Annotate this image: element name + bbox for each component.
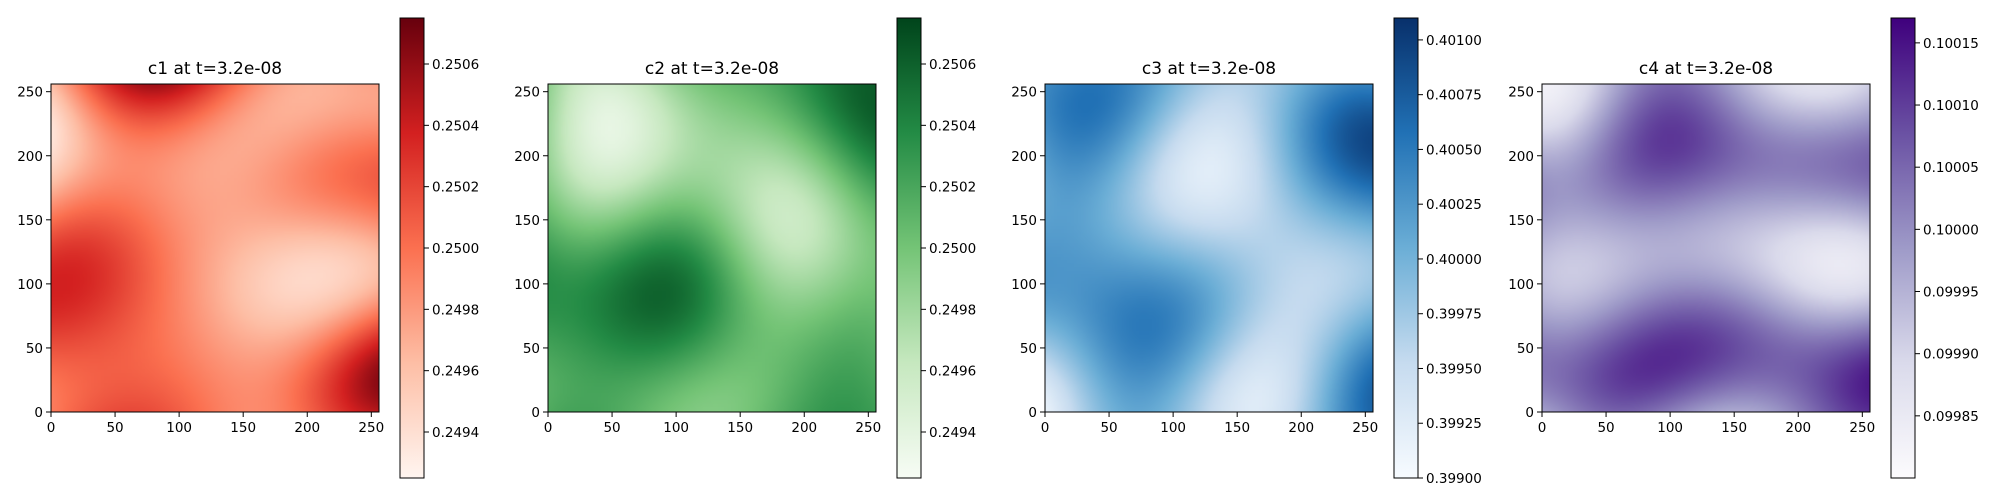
- x-tick-label: 50: [603, 420, 620, 436]
- x-tick-label: 150: [230, 420, 256, 436]
- x-tick-label: 0: [544, 420, 553, 436]
- colorbar-tick-label: 0.10005: [1923, 160, 1979, 176]
- heatmap-image: [51, 84, 379, 412]
- colorbar-tick-label: 0.39950: [1426, 361, 1482, 377]
- x-tick-label: 50: [1100, 420, 1117, 436]
- colorbar-tick-label: 0.10000: [1923, 222, 1979, 238]
- x-tick-label: 0: [1041, 420, 1050, 436]
- x-tick-label: 150: [1224, 420, 1250, 436]
- colorbar-tick-label: 0.39925: [1426, 416, 1482, 432]
- y-tick-label: 50: [523, 341, 540, 357]
- x-tick-label: 0: [1538, 420, 1547, 436]
- x-tick-label: 50: [106, 420, 123, 436]
- colorbar-tick-label: 0.40100: [1426, 33, 1482, 49]
- y-tick-label: 50: [1517, 341, 1534, 357]
- colorbar-tick-label: 0.39975: [1426, 307, 1482, 323]
- subplot-4: c4 at t=3.2e-08 0 50 100 150 200 250 0 50 100 150 2…: [1508, 18, 1979, 478]
- subplot-2: c2 at t=3.2e-08 0 50 100 150 200 250 0 50 100 150 2…: [514, 18, 976, 478]
- y-tick-label: 250: [1508, 85, 1534, 101]
- x-tick-label: 250: [855, 420, 881, 436]
- colorbar-tick-label: 0.2504: [929, 118, 976, 134]
- subplot-title: c3 at t=3.2e-08: [1142, 59, 1276, 79]
- x-tick-label: 100: [166, 420, 192, 436]
- colorbar-tick-label: 0.2504: [432, 118, 479, 134]
- colorbar-tick-label: 0.2494: [432, 425, 479, 441]
- colorbar-tick-label: 0.09990: [1923, 347, 1979, 363]
- x-tick-label: 100: [1160, 420, 1186, 436]
- colorbar-tick-label: 0.09995: [1923, 285, 1979, 301]
- y-tick-label: 200: [514, 149, 540, 165]
- colorbar-tick-label: 0.2506: [432, 57, 479, 73]
- x-tick-label: 250: [1352, 420, 1378, 436]
- y-tick-label: 0: [1525, 405, 1534, 421]
- colorbar: [400, 18, 424, 478]
- colorbar-tick-label: 0.2502: [929, 180, 976, 196]
- heatmap-image: [1542, 84, 1870, 412]
- colorbar-tick-label: 0.2506: [929, 57, 976, 73]
- colorbar-tick-label: 0.40000: [1426, 252, 1482, 268]
- colorbar-tick-label: 0.2496: [929, 364, 976, 380]
- colorbar-tick-label: 0.2496: [432, 364, 479, 380]
- subplot-title: c1 at t=3.2e-08: [148, 59, 282, 79]
- y-tick-label: 200: [17, 149, 43, 165]
- y-tick-label: 0: [1028, 405, 1037, 421]
- x-tick-label: 50: [1597, 420, 1614, 436]
- colorbar-tick-label: 0.2502: [432, 180, 479, 196]
- subplot-3: c3 at t=3.2e-08 0 50 100 150 200 250 0 50 100 150 2…: [1011, 18, 1482, 487]
- colorbar: [1394, 18, 1418, 478]
- subplot-1: c1 at t=3.2e-08 0 50 100 150 200 250 0 50 100 150 2…: [17, 18, 479, 478]
- y-tick-label: 100: [17, 277, 43, 293]
- y-tick-label: 100: [1508, 277, 1534, 293]
- x-tick-label: 100: [663, 420, 689, 436]
- x-tick-label: 250: [1849, 420, 1875, 436]
- y-tick-label: 250: [17, 85, 43, 101]
- colorbar-tick-label: 0.40025: [1426, 197, 1482, 213]
- colorbar-tick-label: 0.2494: [929, 425, 976, 441]
- colorbar-tick-label: 0.39900: [1426, 471, 1482, 487]
- y-tick-label: 0: [531, 405, 540, 421]
- subplot-title: c2 at t=3.2e-08: [645, 59, 779, 79]
- colorbar-tick-label: 0.40075: [1426, 88, 1482, 104]
- y-tick-label: 100: [514, 277, 540, 293]
- colorbar: [1891, 18, 1915, 478]
- heatmap-image: [548, 84, 876, 412]
- y-tick-label: 250: [514, 85, 540, 101]
- colorbar-tick-label: 0.10015: [1923, 36, 1979, 52]
- x-tick-label: 0: [47, 420, 56, 436]
- y-tick-label: 200: [1508, 149, 1534, 165]
- y-tick-label: 150: [1508, 213, 1534, 229]
- y-tick-label: 150: [1011, 213, 1037, 229]
- heatmap-image: [1045, 84, 1373, 412]
- y-tick-label: 50: [1020, 341, 1037, 357]
- colorbar-tick-label: 0.2500: [929, 241, 976, 257]
- colorbar-tick-label: 0.2500: [432, 241, 479, 257]
- y-tick-label: 200: [1011, 149, 1037, 165]
- x-tick-label: 200: [1288, 420, 1314, 436]
- colorbar-tick-label: 0.2498: [432, 302, 479, 318]
- x-tick-label: 150: [727, 420, 753, 436]
- y-tick-label: 0: [34, 405, 43, 421]
- x-tick-label: 100: [1657, 420, 1683, 436]
- y-tick-label: 250: [1011, 85, 1037, 101]
- colorbar-tick-label: 0.40050: [1426, 142, 1482, 158]
- y-tick-label: 50: [26, 341, 43, 357]
- x-tick-label: 250: [358, 420, 384, 436]
- x-tick-label: 200: [1785, 420, 1811, 436]
- subplot-title: c4 at t=3.2e-08: [1639, 59, 1773, 79]
- colorbar-tick-label: 0.2498: [929, 302, 976, 318]
- x-tick-label: 200: [294, 420, 320, 436]
- colorbar: [897, 18, 921, 478]
- y-tick-label: 100: [1011, 277, 1037, 293]
- colorbar-tick-label: 0.09985: [1923, 409, 1979, 425]
- y-tick-label: 150: [17, 213, 43, 229]
- x-tick-label: 200: [791, 420, 817, 436]
- y-tick-label: 150: [514, 213, 540, 229]
- x-tick-label: 150: [1721, 420, 1747, 436]
- colorbar-tick-label: 0.10010: [1923, 98, 1979, 114]
